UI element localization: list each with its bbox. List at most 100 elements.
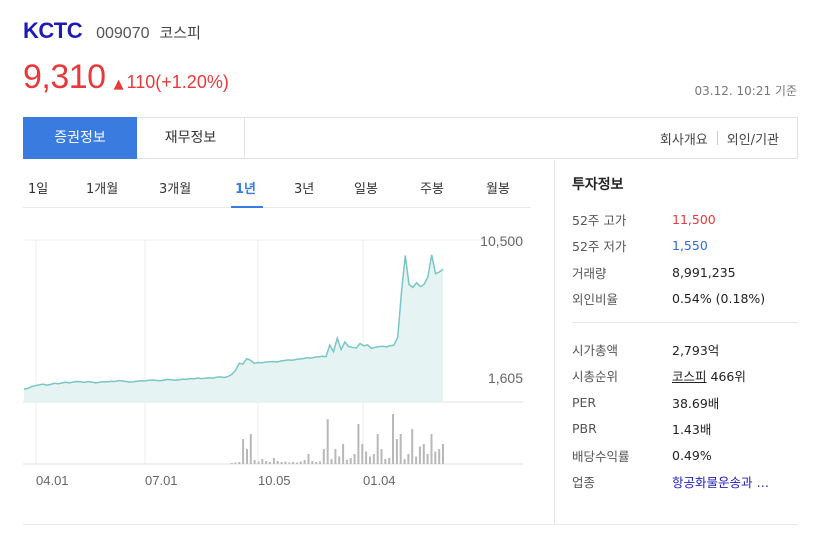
panel-divider [554,160,555,525]
period-monthly[interactable]: 월봉 [486,182,510,197]
active-period-underline [231,206,263,208]
info-label: 52주 고가 [572,212,627,228]
volume-bar [326,419,329,464]
period-selector: 1일 1개월 3개월 1년 3년 일봉 주봉 월봉 [23,160,531,208]
volume-bar [342,444,345,464]
volume-bar [399,434,402,464]
foreign-institution-link[interactable]: 외인/기관 [726,132,779,148]
tab-securities-info[interactable]: 증권정보 [23,117,137,159]
industry-link[interactable]: 항공화물운송과 … [672,475,769,491]
info-label: 외인비율 [572,292,619,308]
volume-bar [315,462,318,464]
price-chart: 10,500 1,605 04.01 07.01 10.05 01.04 [23,233,523,488]
volume-bar [280,462,283,464]
period-1d[interactable]: 1일 [28,182,49,197]
volume-bar [284,461,287,464]
info-row: 업종 항공화물운송과 … [572,469,798,496]
info-label: 52주 저가 [572,239,627,255]
stock-name[interactable]: KCTC [23,18,83,43]
info-label: 업종 [572,475,596,491]
period-weekly[interactable]: 주봉 [420,182,444,197]
info-row: 52주 저가 1,550 [572,233,798,260]
volume-bars [230,414,444,464]
rank-value: 466위 [710,369,746,385]
period-3y[interactable]: 3년 [294,182,315,197]
volume-bar [334,449,337,464]
volume-bar [257,461,260,464]
volume-bar [434,451,437,464]
info-value: 2,793억 [672,342,720,358]
volume-bar [319,461,321,464]
volume-bar [265,461,268,464]
volume-bar [361,444,364,464]
timestamp: 03.12. 10:21 기준 [694,84,797,98]
tab-right-links: 회사개요 외인/기관 [660,118,797,158]
info-label: PER [572,394,597,410]
up-arrow-icon: ▲ [113,77,124,92]
current-price: 9,310 [23,58,106,96]
period-1y[interactable]: 1년 [235,182,257,197]
info-value: 0.54% (0.18%) [672,291,766,307]
volume-bar [246,449,248,464]
volume-bar [238,462,241,464]
volume-bar [295,462,298,464]
info-label: 배당수익률 [572,448,630,464]
volume-bar [272,458,275,464]
info-value: 38.69배 [672,395,720,411]
info-row: 외인비율 0.54% (0.18%) [572,286,798,313]
tab-financial-info[interactable]: 재무정보 [137,118,245,158]
volume-bar [276,461,279,464]
volume-bar [415,456,418,464]
volume-bar [442,444,444,464]
info-row: PBR 1.43배 [572,416,798,443]
volume-bar [365,451,368,464]
info-value: 1,550 [672,238,708,254]
volume-bar [338,456,341,464]
info-row: 52주 고가 11,500 [572,206,798,233]
volume-bar [353,454,356,464]
volume-bar [392,414,394,464]
period-3m[interactable]: 3개월 [159,182,192,197]
volume-bar [403,459,406,464]
x-label-1005: 10.05 [258,473,291,488]
y-label-low: 1,605 [488,370,523,386]
stock-header: KCTC 009070 코스피 [23,18,201,46]
market-link[interactable]: 코스피 [672,369,707,385]
price-line [23,254,444,390]
volume-bar [253,460,256,464]
volume-bar [311,461,314,464]
info-row: 배당수익률 0.49% [572,442,798,469]
volume-bar [426,454,429,464]
info-label: 시가총액 [572,342,619,358]
volume-bar [261,459,264,464]
volume-bar [249,434,252,464]
info-divider [572,322,798,323]
period-1m[interactable]: 1개월 [86,182,119,197]
info-title: 투자정보 [572,177,624,193]
volume-bar [380,449,383,464]
investment-info-panel: 투자정보 52주 고가 11,500 52주 저가 1,550 거래량 8,99… [572,174,798,495]
company-overview-link[interactable]: 회사개요 [659,132,708,148]
volume-bar [384,459,387,464]
price-row: 9,310 ▲ 110(+1.20%) [23,58,229,97]
volume-bar [322,449,325,464]
volume-bar [242,439,245,464]
info-tabbar: 증권정보 재무정보 회사개요 외인/기관 [23,117,798,159]
period-daily[interactable]: 일봉 [354,182,378,197]
info-label: 시총순위 [572,369,619,385]
volume-bar [369,456,371,464]
x-label-0701: 07.01 [145,473,178,488]
info-value: 11,500 [672,211,716,227]
info-value: 0.49% [672,447,712,463]
info-row: 거래량 8,991,235 [572,259,798,286]
volume-bar [422,444,425,464]
info-value: 8,991,235 [672,264,736,280]
bottom-divider [23,524,798,525]
info-row: PER 38.69배 [572,389,798,416]
info-label: PBR [572,421,597,437]
info-row: 시가총액 2,793억 [572,336,798,363]
volume-bar [376,434,379,464]
volume-bar [411,429,414,464]
link-divider [716,131,718,145]
volume-bar [299,461,302,464]
